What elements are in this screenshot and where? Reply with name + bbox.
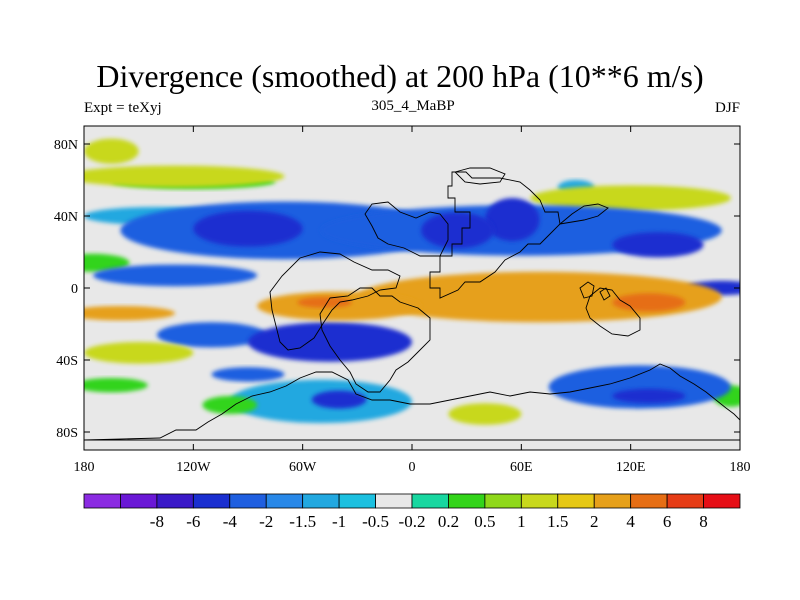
colorbar-swatch (557, 493, 595, 509)
y-tick-label: 40N (54, 210, 78, 225)
divergence-cell (84, 306, 176, 321)
colorbar-swatch (630, 493, 668, 509)
map-title: Divergence (smoothed) at 200 hPa (10**6 … (96, 58, 704, 94)
colorbar-swatch (375, 493, 413, 509)
center-label: 305_4_MaBP (371, 98, 455, 114)
north-america-outline (429, 171, 561, 299)
divergence-cell (612, 388, 686, 404)
x-tick-label: 180 (730, 460, 751, 475)
divergence-cell (156, 322, 267, 348)
south-america-outline (319, 287, 431, 393)
divergence-cell (84, 253, 130, 272)
divergence-cell (612, 232, 704, 258)
eurasia-east-outline (558, 203, 609, 225)
divergence-cell (448, 403, 522, 425)
divergence-cell (484, 198, 540, 242)
divergence-cell (93, 264, 258, 287)
divergence-cell (84, 342, 194, 364)
divergence-cell (421, 212, 494, 249)
divergence-cell (84, 138, 139, 164)
colorbar-label: 1.5 (547, 512, 568, 531)
colorbar-label: -8 (150, 512, 164, 531)
divergence-cell (548, 365, 731, 409)
colorbar-swatch (192, 493, 231, 509)
colorbar-label: 0.5 (474, 512, 495, 531)
season-label: DJF (714, 100, 740, 116)
colorbar-label: 6 (663, 512, 672, 531)
colorbar-label: -1.5 (289, 512, 316, 531)
central-america-outline (364, 201, 449, 257)
colorbar-label: 2 (590, 512, 599, 531)
africa-outline (269, 251, 401, 351)
colorbar-label: -0.2 (399, 512, 426, 531)
colorbar: -8 -6 -4 -2 -1.5 -1 -0.5 -0.2 0.2 0.5 1 1.5 2 4 6 8 (83, 493, 741, 531)
x-tick-label: 60W (289, 460, 317, 475)
colorbar-swatch (520, 493, 559, 509)
colorbar-label: 1 (517, 512, 526, 531)
divergence-cell (297, 297, 352, 308)
colorbar-swatch (265, 493, 304, 509)
colorbar-swatch (156, 493, 194, 509)
colorbar-label: 8 (699, 512, 708, 531)
y-tick-label: 80S (56, 426, 78, 441)
continent-outlines (84, 167, 740, 441)
colorbar-label: -6 (186, 512, 200, 531)
x-tick-label: 0 (409, 460, 416, 475)
divergence-cell (193, 210, 303, 247)
colorbar-swatch (302, 493, 340, 509)
colorbar-label: 0.2 (438, 512, 459, 531)
colorbar-swatch (593, 493, 632, 509)
colorbar-label: -4 (223, 512, 238, 531)
australia-outline (585, 287, 641, 337)
experiment-label: Expt = teXyj (84, 100, 162, 116)
y-tick-label: 80N (54, 138, 78, 153)
x-tick-label: 120W (176, 460, 211, 475)
colorbar-swatch (120, 493, 158, 509)
divergence-cell (311, 390, 367, 409)
colorbar-swatch (484, 493, 522, 509)
colorbar-label: -2 (259, 512, 273, 531)
colorbar-swatch (338, 493, 376, 509)
island-outline (599, 287, 611, 301)
x-tick-label: 120E (616, 460, 646, 475)
colorbar-swatch (666, 493, 704, 509)
divergence-cell (202, 396, 258, 414)
colorbar-swatch (229, 493, 267, 509)
y-tick-label: 40S (56, 354, 78, 369)
colorbar-label: 4 (626, 512, 635, 531)
x-axis: 180 120W 60W 0 60E 120E 180 (74, 126, 751, 475)
divergence-cell (211, 367, 285, 382)
divergence-cell (530, 185, 731, 211)
map-plot-area: 180 120W 60W 0 60E 120E 180 80N 40N 0 40S 80S (54, 125, 751, 475)
madagascar-outline (579, 281, 595, 299)
greenland-outline (454, 167, 506, 185)
y-axis: 80N 40N 0 40S 80S (54, 138, 740, 441)
y-tick-label: 0 (71, 282, 78, 297)
colorbar-label: -1 (332, 512, 346, 531)
colorbar-swatch (703, 493, 741, 509)
colorbar-swatch (83, 493, 121, 509)
divergence-cell (84, 378, 148, 393)
colorbar-swatch (411, 493, 449, 509)
antarctica-outline (84, 363, 740, 441)
x-tick-label: 180 (74, 460, 95, 475)
x-tick-label: 60E (510, 460, 533, 475)
colorbar-label: -0.5 (362, 512, 389, 531)
divergence-cell (248, 322, 412, 362)
divergence-cell (84, 165, 285, 188)
colorbar-swatch (448, 493, 486, 509)
